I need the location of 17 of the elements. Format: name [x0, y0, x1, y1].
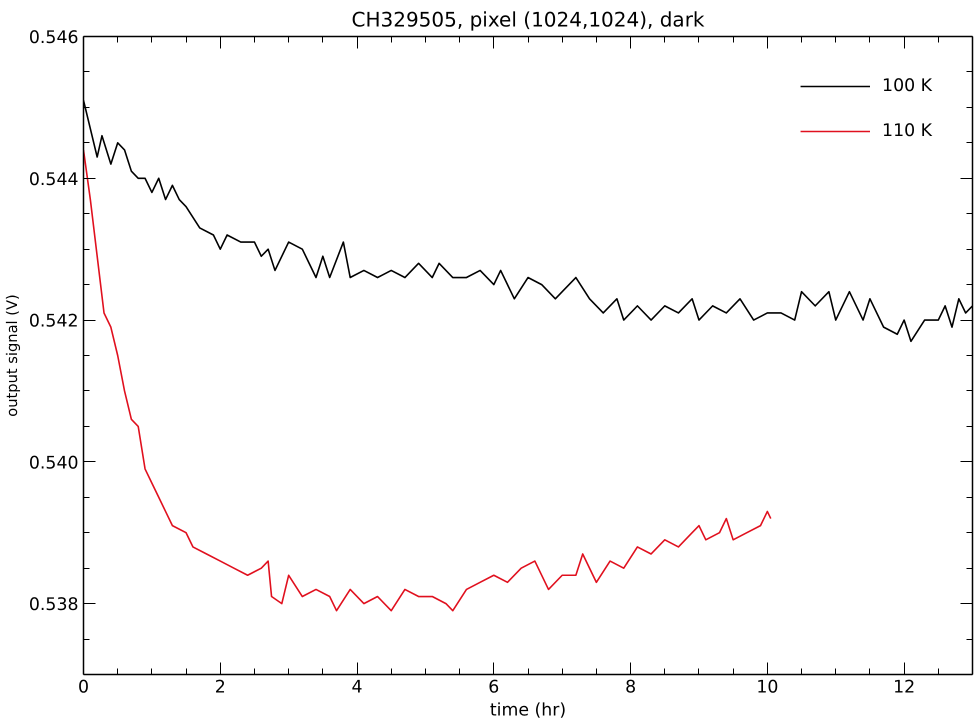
- y-tick-label: 0.546: [28, 28, 79, 48]
- y-tick-label: 0.542: [28, 312, 79, 332]
- y-axis-title: output signal (V): [4, 294, 21, 417]
- legend-label: 100 K: [882, 76, 932, 96]
- y-tick-label: 0.538: [28, 595, 79, 616]
- y-tick-label: 0.540: [28, 453, 79, 474]
- x-tick-label: 6: [488, 678, 500, 698]
- x-tick-label: 8: [625, 678, 636, 698]
- y-tick-label: 0.544: [28, 170, 79, 190]
- x-axis-title: time (hr): [490, 700, 566, 720]
- x-tick-label: 4: [352, 678, 363, 698]
- legend-label: 110 K: [882, 121, 932, 141]
- x-tick-label: 2: [214, 678, 226, 698]
- x-tick-label: 10: [756, 678, 778, 698]
- x-tick-label: 12: [893, 678, 916, 698]
- x-tick-label: 0: [78, 678, 90, 698]
- chart-title: CH329505, pixel (1024,1024), dark: [352, 8, 705, 32]
